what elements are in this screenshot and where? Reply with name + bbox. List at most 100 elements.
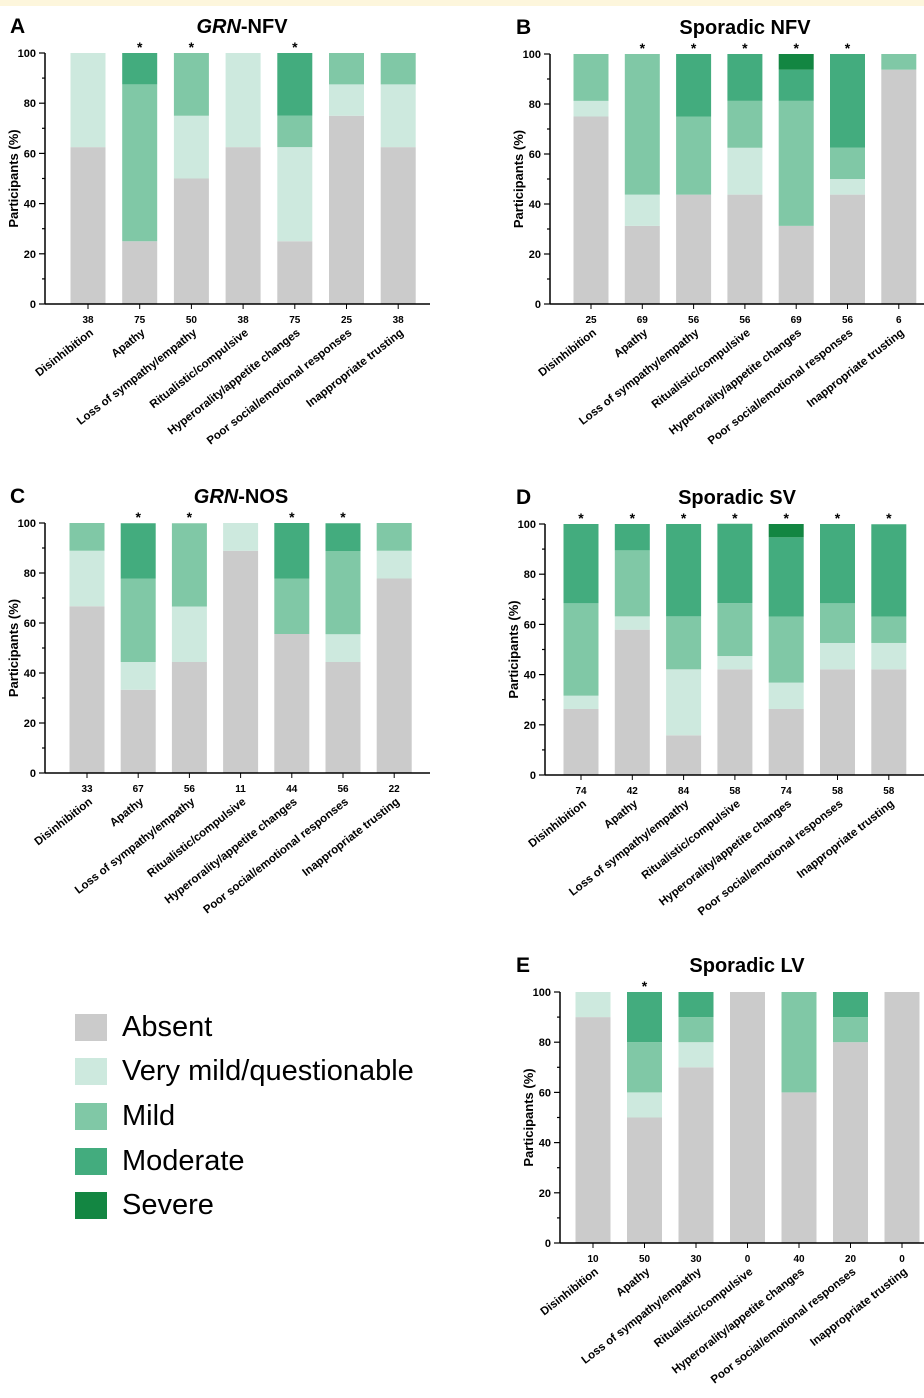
count-label: 11 (235, 784, 246, 795)
x-tick-label: Disinhibition (539, 1266, 601, 1318)
bar-segment (274, 578, 310, 634)
count-label: 30 (690, 1254, 702, 1265)
bar-segment (70, 53, 106, 148)
y-tick-label: 60 (24, 148, 36, 160)
bar-segment (120, 523, 156, 579)
bar-segment (820, 524, 855, 604)
bar-segment (666, 616, 702, 670)
legend-swatch (75, 1147, 107, 1175)
legend: Absent Very mild/questionable Mild Moder… (75, 1005, 414, 1228)
bar-segment (120, 689, 156, 773)
bar-segment (678, 992, 714, 1018)
bar-segment (614, 524, 650, 551)
count-label: 38 (82, 315, 94, 326)
x-tick-label: Inappropriate trusting (808, 1266, 910, 1349)
bar-segment (717, 603, 753, 657)
bar-segment (727, 54, 763, 101)
significance-marker: * (681, 510, 687, 526)
y-tick-label: 40 (24, 668, 36, 680)
y-tick-label: 100 (533, 987, 551, 999)
bar-segment (325, 551, 361, 635)
count-label: 0 (745, 1254, 751, 1265)
bar-segment (329, 53, 364, 85)
bar-segment (575, 992, 611, 1018)
bar-segment (627, 1042, 662, 1093)
y-tick-label: 20 (524, 720, 536, 732)
chart-title-italic: GRN (194, 486, 239, 508)
bar-segment (833, 1017, 868, 1043)
bar-segment (277, 53, 313, 116)
bar-segment (69, 606, 105, 773)
bar-segment (614, 629, 650, 775)
significance-marker: * (732, 510, 738, 526)
bar-segment (717, 669, 753, 775)
bar-segment (122, 241, 158, 304)
bar-segment (171, 662, 207, 773)
significance-marker: * (835, 510, 841, 526)
count-label: 67 (133, 784, 145, 795)
bar-segment (380, 147, 416, 305)
bar-segment (627, 1092, 662, 1118)
y-tick-label: 20 (24, 249, 36, 261)
bar-segment (225, 147, 261, 305)
y-tick-label: 80 (524, 569, 536, 581)
count-label: 58 (883, 786, 895, 797)
count-label: 56 (739, 315, 751, 326)
significance-marker: * (742, 40, 748, 56)
y-axis-label: Participants (%) (6, 129, 21, 227)
bar-segment (563, 603, 599, 696)
count-label: 69 (637, 315, 649, 326)
bar-segment (277, 115, 313, 148)
bar-segment (69, 550, 105, 607)
y-axis-label: Participants (%) (506, 600, 521, 698)
bar-segment (122, 84, 158, 242)
chart-title: GRN-NFV (196, 16, 288, 38)
bar-segment (666, 735, 702, 775)
count-label: 22 (389, 784, 401, 795)
chart-title-rest: -NFV (241, 16, 288, 38)
bar-segment (122, 53, 158, 85)
bar-segment (676, 54, 712, 117)
bar-segment (614, 616, 650, 630)
bar-segment (70, 147, 106, 305)
bar-segment (666, 524, 702, 617)
bar-segment (223, 523, 259, 551)
y-tick-label: 100 (18, 48, 36, 60)
count-label: 56 (337, 784, 349, 795)
count-label: 6 (896, 315, 902, 326)
bar-segment (820, 642, 855, 670)
count-label: 84 (678, 786, 690, 797)
y-tick-label: 100 (518, 519, 536, 531)
bar-segment (717, 656, 753, 670)
significance-marker: * (187, 509, 193, 525)
bar-segment (833, 1042, 868, 1243)
significance-marker: * (289, 509, 295, 525)
chart-title: Sporadic SV (678, 487, 796, 509)
bar-segment (120, 662, 156, 690)
panel-letter: E (516, 954, 530, 977)
y-tick-label: 60 (24, 618, 36, 630)
bar-segment (563, 695, 599, 709)
bar-segment (871, 524, 907, 617)
legend-item-severe: Severe (75, 1183, 414, 1228)
bar-segment (778, 225, 814, 305)
y-tick-label: 80 (529, 99, 541, 111)
y-tick-label: 20 (24, 718, 36, 730)
bar-segment (573, 116, 609, 304)
legend-label: Severe (122, 1189, 214, 1222)
chart-title-rest: Sporadic NFV (679, 17, 811, 39)
bar-segment (768, 524, 804, 538)
bar-segment (678, 1017, 714, 1043)
top-band (0, 0, 924, 6)
count-label: 74 (575, 786, 587, 797)
bar-segment (624, 54, 660, 195)
count-label: 25 (585, 315, 597, 326)
count-label: 38 (393, 315, 405, 326)
y-tick-label: 80 (24, 98, 36, 110)
bar-segment (676, 116, 712, 195)
y-tick-label: 40 (524, 670, 536, 682)
